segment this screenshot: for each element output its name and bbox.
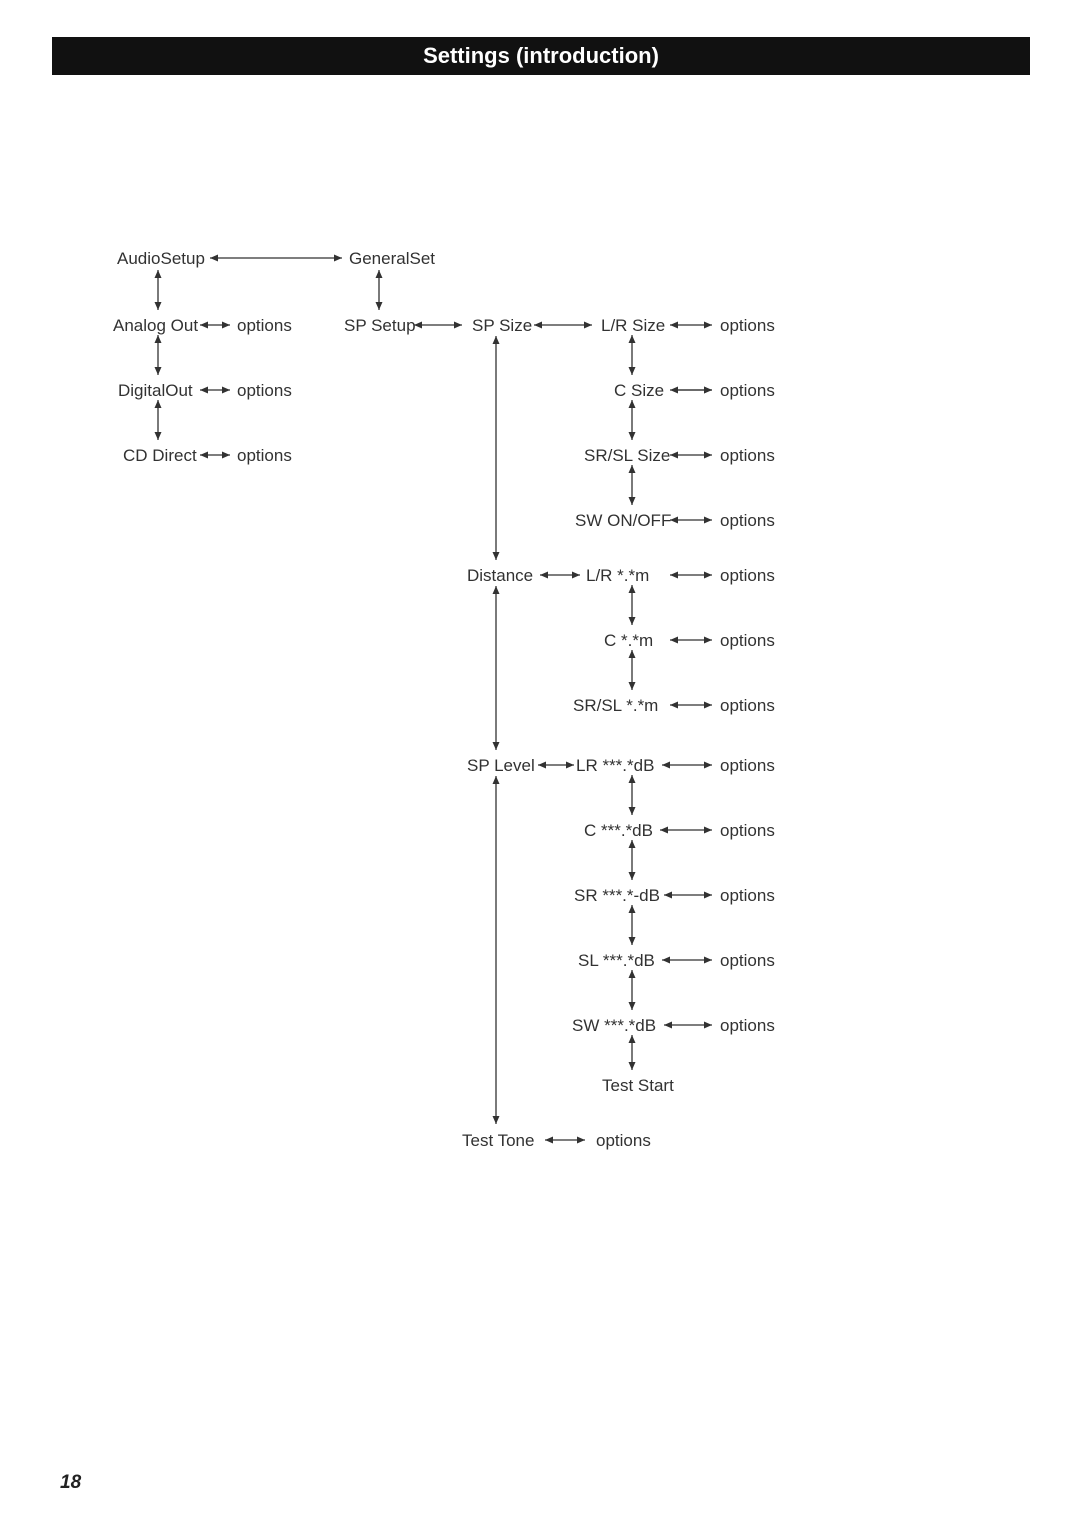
node-lr-dist-opt: options bbox=[720, 566, 775, 586]
node-analog-out: Analog Out bbox=[113, 316, 198, 336]
node-lr-level-opt: options bbox=[720, 756, 775, 776]
node-c-level-opt: options bbox=[720, 821, 775, 841]
node-lr-level: LR ***.*dB bbox=[576, 756, 654, 776]
page-number: 18 bbox=[60, 1472, 81, 1494]
node-c-size: C Size bbox=[614, 381, 664, 401]
diagram-arrows bbox=[0, 0, 1080, 1526]
node-cd-direct: CD Direct bbox=[123, 446, 197, 466]
node-srsl-size: SR/SL Size bbox=[584, 446, 670, 466]
node-audiosetup: AudioSetup bbox=[117, 249, 205, 269]
node-srsl-dist: SR/SL *.*m bbox=[573, 696, 658, 716]
node-sw-onoff-opt: options bbox=[720, 511, 775, 531]
node-digitalout: DigitalOut bbox=[118, 381, 193, 401]
node-lr-size-opt: options bbox=[720, 316, 775, 336]
node-sr-level-opt: options bbox=[720, 886, 775, 906]
node-digital-opt: options bbox=[237, 381, 292, 401]
page-header: Settings (introduction) bbox=[52, 37, 1030, 75]
node-sl-level: SL ***.*dB bbox=[578, 951, 655, 971]
node-c-dist-opt: options bbox=[720, 631, 775, 651]
node-test-tone: Test Tone bbox=[462, 1131, 534, 1151]
node-lr-size: L/R Size bbox=[601, 316, 665, 336]
node-srsl-size-opt: options bbox=[720, 446, 775, 466]
node-sw-level: SW ***.*dB bbox=[572, 1016, 656, 1036]
node-cd-opt: options bbox=[237, 446, 292, 466]
node-sw-level-opt: options bbox=[720, 1016, 775, 1036]
node-sp-level: SP Level bbox=[467, 756, 535, 776]
node-lr-dist: L/R *.*m bbox=[586, 566, 649, 586]
node-test-start: Test Start bbox=[602, 1076, 674, 1096]
node-c-dist: C *.*m bbox=[604, 631, 653, 651]
node-c-size-opt: options bbox=[720, 381, 775, 401]
node-sp-setup: SP Setup bbox=[344, 316, 416, 336]
node-generalset: GeneralSet bbox=[349, 249, 435, 269]
node-srsl-dist-opt: options bbox=[720, 696, 775, 716]
node-test-tone-opt: options bbox=[596, 1131, 651, 1151]
node-analog-opt: options bbox=[237, 316, 292, 336]
node-sl-level-opt: options bbox=[720, 951, 775, 971]
node-distance: Distance bbox=[467, 566, 533, 586]
node-c-level: C ***.*dB bbox=[584, 821, 653, 841]
node-sr-level: SR ***.*-dB bbox=[574, 886, 660, 906]
node-sp-size: SP Size bbox=[472, 316, 532, 336]
node-sw-onoff: SW ON/OFF bbox=[575, 511, 671, 531]
